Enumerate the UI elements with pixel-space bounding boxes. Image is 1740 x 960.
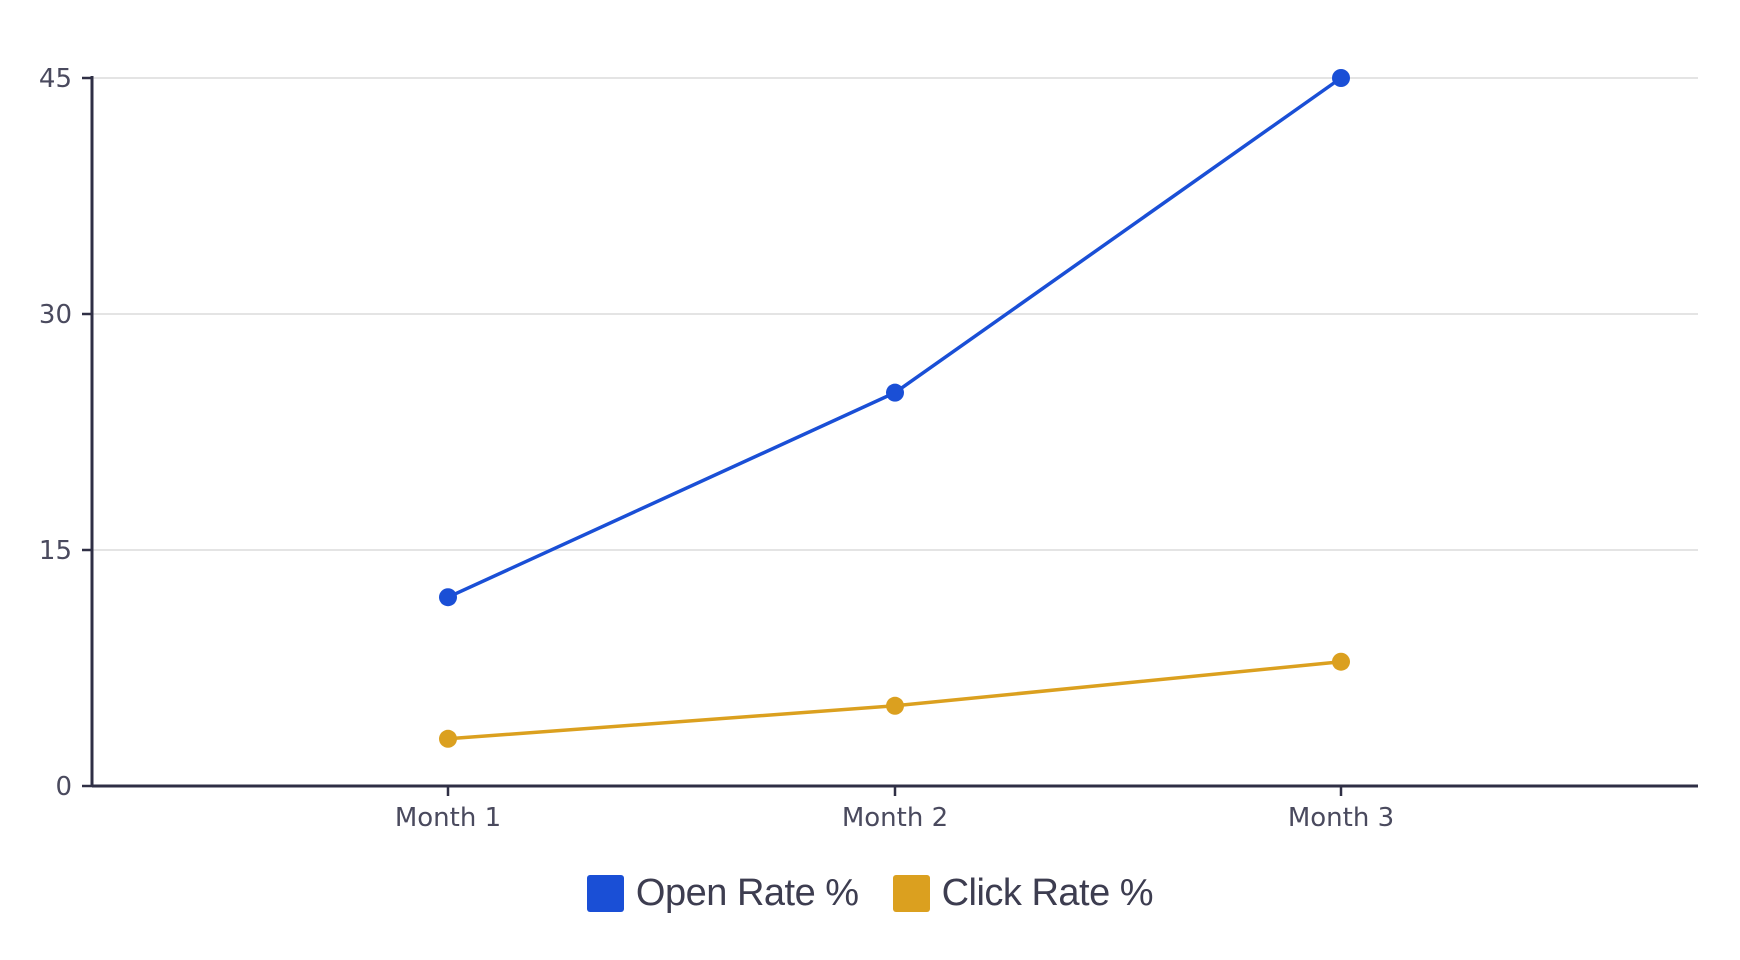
- data-point-0-2[interactable]: [1332, 69, 1350, 87]
- x-tick-label: Month 1: [395, 803, 501, 833]
- axes: [82, 76, 1698, 796]
- y-tick-label: 15: [39, 536, 72, 566]
- y-tick-label: 0: [55, 772, 72, 802]
- x-tick-label: Month 3: [1288, 803, 1394, 833]
- tick-labels: 0 15 30 45 Month 1 Month 2 Month 3: [39, 64, 1394, 833]
- legend-label: Open Rate %: [635, 872, 859, 914]
- legend: Open Rate % Click Rate %: [0, 872, 1740, 915]
- legend-item[interactable]: Click Rate %: [892, 872, 1154, 915]
- grid-lines: [92, 77, 1698, 551]
- data-point-0-1[interactable]: [886, 383, 904, 402]
- legend-item[interactable]: Open Rate %: [586, 872, 859, 915]
- y-tick-label: 30: [39, 300, 72, 330]
- series-lines: [439, 69, 1350, 748]
- data-point-1-1[interactable]: [886, 696, 904, 715]
- data-point-1-2[interactable]: [1332, 652, 1350, 671]
- legend-label: Click Rate %: [941, 872, 1154, 914]
- data-point-0-0[interactable]: [439, 588, 457, 607]
- series-line-0: [447, 76, 1343, 599]
- data-point-1-0[interactable]: [439, 729, 457, 748]
- legend-swatch: [892, 875, 930, 912]
- x-tick-label: Month 2: [842, 803, 948, 833]
- legend-swatch: [586, 875, 624, 912]
- chart-plot: 0 15 30 45 Month 1 Month 2 Month 3: [39, 64, 1698, 833]
- y-tick-label: 45: [39, 64, 72, 94]
